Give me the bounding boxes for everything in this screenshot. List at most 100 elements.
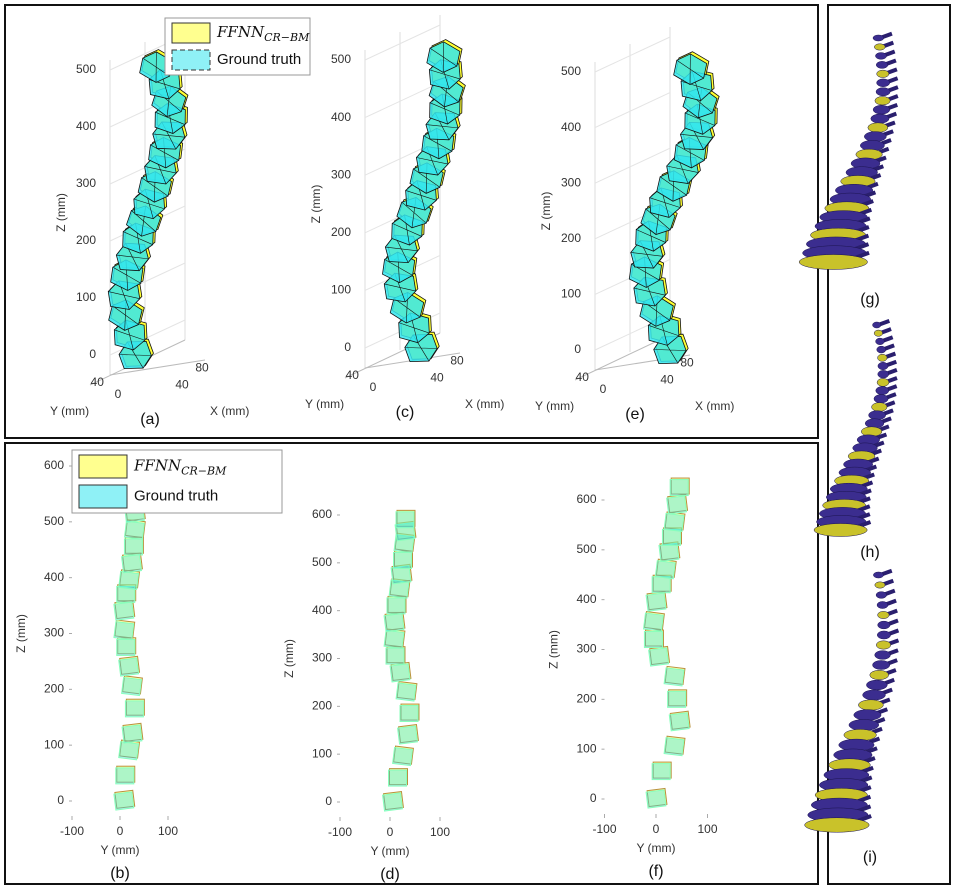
z-grid-line [364, 24, 441, 61]
spine-vertebra [876, 601, 889, 609]
x-tick-label: -100 [328, 825, 352, 839]
floor-line [109, 359, 206, 376]
x-tick-label: 40 [430, 370, 444, 384]
vertebra [384, 611, 406, 631]
y-tick-label: 600 [44, 458, 64, 472]
panel-label: (a) [140, 411, 160, 428]
right-frame [827, 4, 951, 885]
legend-swatch [171, 22, 211, 44]
y-tick-label: 300 [312, 651, 332, 665]
vertebra [389, 663, 411, 683]
vertebra [669, 479, 689, 497]
vertebra [124, 518, 146, 539]
z-grid-line [594, 92, 671, 129]
z-grid-line [594, 147, 671, 184]
y-tick-label: 200 [312, 699, 332, 713]
y-tick-label: 300 [576, 642, 596, 656]
spine-vertebra [877, 611, 890, 619]
vertebra [121, 724, 143, 744]
x-tick-label: -100 [592, 822, 616, 836]
z-tick-label: 200 [76, 233, 96, 247]
x-tick-label: 40 [660, 372, 674, 386]
vertebra [661, 528, 681, 546]
panel-label: (c) [396, 404, 415, 421]
z-axis-label: Z (mm) [309, 185, 323, 224]
spine-vertebra [877, 630, 891, 640]
vertebra [388, 579, 410, 599]
top-frame [4, 4, 819, 439]
vertebra [114, 599, 136, 620]
z-tick-label: 0 [344, 340, 351, 354]
rendering-label: (i) [863, 849, 877, 866]
spine-vertebra [877, 620, 891, 630]
legend-name: FFNN [133, 457, 182, 475]
vertebra [668, 712, 690, 732]
z-tick-label: 0 [89, 347, 96, 361]
vertebra [658, 542, 680, 562]
vertebra [663, 667, 685, 687]
vertebra [393, 551, 412, 569]
legend-label: FFNNCR−BM [216, 23, 310, 44]
x-tick-label: 80 [680, 356, 694, 370]
spine-vertebra [873, 394, 889, 404]
vertebra [115, 767, 135, 785]
vertebra [663, 737, 685, 757]
vertebra-edge [429, 41, 457, 73]
vertebra [397, 725, 418, 745]
x-tick-label: 100 [430, 825, 450, 839]
legend-name: FFNN [216, 23, 265, 41]
spine-vertebra [798, 254, 868, 270]
vertebra [646, 787, 668, 808]
spine-vertebra [864, 418, 885, 429]
legend-swatch [171, 49, 211, 71]
vertebra [386, 646, 406, 664]
vertebra [669, 710, 691, 730]
vertebra [123, 520, 145, 540]
vertebra [123, 538, 143, 556]
x-tick-label: 0 [387, 825, 394, 839]
vertebra [121, 554, 142, 574]
x-tick-label: 40 [175, 377, 189, 391]
x-axis-label: Y (mm) [100, 843, 139, 857]
x-tick-label: 80 [450, 354, 464, 368]
z-tick-label: 300 [76, 176, 96, 190]
x-axis-label: X (mm) [465, 397, 504, 411]
vertebra [116, 638, 136, 656]
spine-vertebra [869, 670, 889, 680]
spine-vertebra [877, 370, 889, 379]
legend-label: FFNNCR−BM [133, 457, 227, 478]
y-tick-label: 0 [590, 791, 597, 805]
legend-label: Ground truth [134, 487, 218, 504]
spine-vertebra [876, 378, 890, 387]
floor-line [574, 334, 671, 381]
spine-vertebra [875, 591, 887, 599]
spine-vertebra [875, 337, 885, 345]
spine-vertebra [870, 113, 890, 124]
spine-vertebra [848, 719, 879, 731]
spine-vertebra [873, 329, 883, 337]
z-tick-label: 300 [331, 167, 351, 181]
vertebra [664, 735, 686, 755]
bottom-frame [4, 442, 819, 885]
z-axis-label: Z (mm) [54, 193, 68, 232]
vertebra [122, 552, 143, 572]
spine-vertebra [875, 52, 887, 60]
vertebra [670, 477, 690, 495]
vertebra [648, 647, 670, 667]
x-tick-label: 0 [653, 822, 660, 836]
spine-vertebra [813, 523, 868, 537]
rendering-label: (g) [860, 291, 880, 308]
spine-vertebra [874, 96, 891, 106]
y-axis-label: Z (mm) [282, 639, 296, 678]
vertebra [668, 689, 688, 707]
y-tick-label: 0 [370, 380, 377, 394]
y-axis-label: Y (mm) [535, 399, 574, 413]
x-axis-label: X (mm) [210, 404, 249, 418]
vertebra [396, 680, 418, 701]
vertebra [386, 597, 406, 615]
vertebra [122, 675, 143, 695]
y-axis-label: Y (mm) [50, 404, 89, 418]
spine-vertebra [875, 87, 891, 97]
z-tick-label: 100 [561, 287, 581, 301]
